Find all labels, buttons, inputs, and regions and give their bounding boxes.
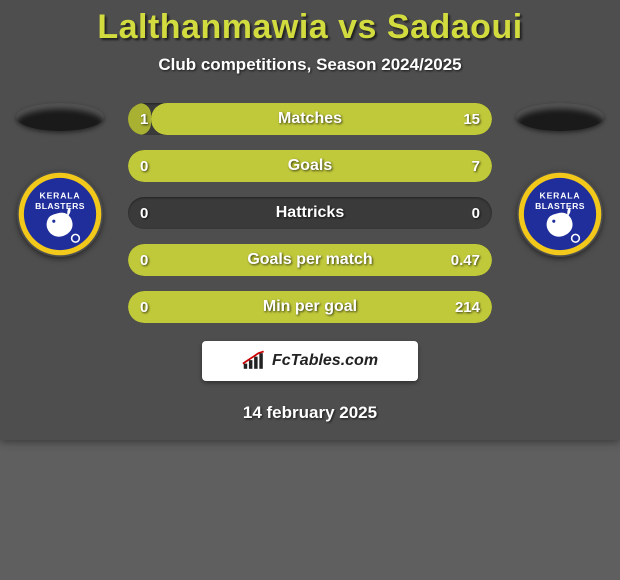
content-row: KERALA BLASTERS 1Matches150Goals70Hattri… xyxy=(0,103,620,323)
subtitle: Club competitions, Season 2024/2025 xyxy=(0,55,620,75)
stat-value-b: 15 xyxy=(463,111,480,128)
player-b-side: KERALA BLASTERS xyxy=(510,103,610,257)
player-b-avatar-placeholder xyxy=(516,103,604,131)
stat-value-b: 0 xyxy=(472,205,480,222)
stat-value-a: 1 xyxy=(140,111,148,128)
stat-value-a: 0 xyxy=(140,252,148,269)
stat-label: Matches xyxy=(128,110,492,128)
svg-text:BLASTERS: BLASTERS xyxy=(35,201,85,211)
svg-text:BLASTERS: BLASTERS xyxy=(535,201,585,211)
player-a-side: KERALA BLASTERS xyxy=(10,103,110,257)
comparison-panel: Lalthanmawia vs Sadaoui Club competition… xyxy=(0,0,620,440)
player-b-club-badge: KERALA BLASTERS xyxy=(517,171,603,257)
title-player-b: Sadaoui xyxy=(387,8,523,46)
stat-label: Goals per match xyxy=(128,251,492,269)
stat-value-a: 0 xyxy=(140,158,148,175)
stat-bar: 0Min per goal214 xyxy=(128,291,492,323)
title-player-a: Lalthanmawia xyxy=(97,8,328,46)
stat-value-b: 214 xyxy=(455,299,480,316)
stat-label: Goals xyxy=(128,157,492,175)
stat-bar: 1Matches15 xyxy=(128,103,492,135)
club-badge-icon: KERALA BLASTERS xyxy=(17,171,103,257)
player-a-club-badge: KERALA BLASTERS xyxy=(17,171,103,257)
stat-value-a: 0 xyxy=(140,299,148,316)
stat-value-b: 7 xyxy=(472,158,480,175)
stat-bar: 0Goals7 xyxy=(128,150,492,182)
brand-box[interactable]: FcTables.com xyxy=(202,341,418,381)
date-label: 14 february 2025 xyxy=(0,403,620,423)
svg-text:KERALA: KERALA xyxy=(40,191,81,201)
svg-text:KERALA: KERALA xyxy=(540,191,581,201)
brand-label: FcTables.com xyxy=(272,352,378,370)
page-title: Lalthanmawia vs Sadaoui xyxy=(0,0,620,47)
player-a-avatar-placeholder xyxy=(16,103,104,131)
stat-bar: 0Hattricks0 xyxy=(128,197,492,229)
stat-label: Hattricks xyxy=(128,204,492,222)
title-vs: vs xyxy=(328,8,387,46)
club-badge-icon: KERALA BLASTERS xyxy=(517,171,603,257)
stat-bar: 0Goals per match0.47 xyxy=(128,244,492,276)
stat-bars: 1Matches150Goals70Hattricks00Goals per m… xyxy=(110,103,510,323)
brand-chart-icon xyxy=(242,350,268,372)
stat-value-a: 0 xyxy=(140,205,148,222)
stat-label: Min per goal xyxy=(128,298,492,316)
stat-value-b: 0.47 xyxy=(451,252,480,269)
